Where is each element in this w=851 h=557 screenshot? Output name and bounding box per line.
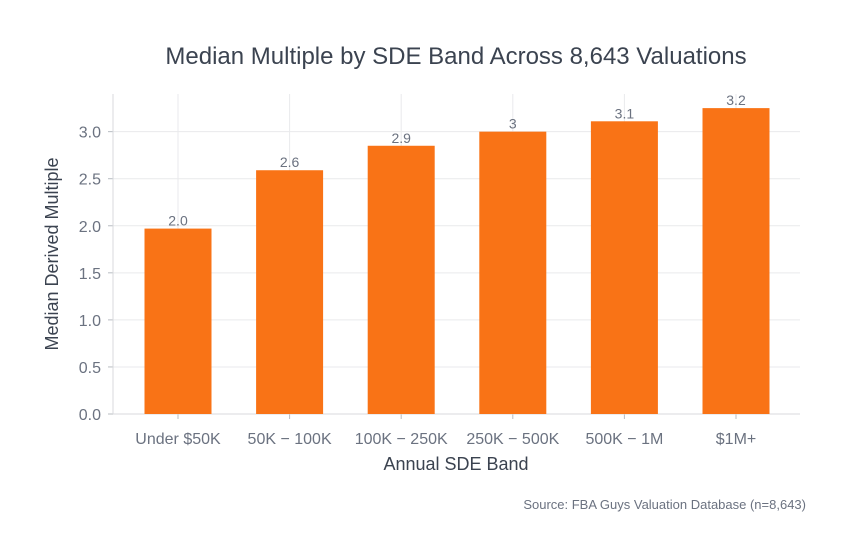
y-tick-labels: 0.0 0.5 1.0 1.5 2.0 2.5 3.0 (79, 125, 101, 424)
bar-data-label: 2.6 (280, 154, 300, 170)
x-tick-label: 500K − 1M (585, 431, 663, 448)
y-axis-label: Median Derived Multiple (42, 157, 62, 350)
x-tick-labels: Under $50K 50K − 100K 100K − 250K 250K − 50… (135, 431, 756, 448)
bar (479, 131, 547, 414)
axes (108, 94, 800, 419)
y-tick-label: 1.0 (79, 313, 101, 330)
bar (590, 121, 658, 414)
y-tick-label: 2.0 (79, 219, 101, 236)
chart-title: Median Multiple by SDE Band Across 8,643… (165, 43, 746, 70)
bar-data-labels: 2.0 2.6 2.9 3 3.1 3.2 (168, 92, 746, 228)
x-tick-label: 50K − 100K (248, 431, 332, 448)
bar (256, 170, 324, 414)
bar (144, 228, 212, 414)
y-tick-label: 3.0 (79, 125, 101, 142)
grid (113, 94, 800, 414)
y-tick-label: 0.5 (79, 360, 101, 377)
bar-data-label: 3 (509, 116, 517, 132)
source-note: Source: FBA Guys Valuation Database (n=8… (523, 497, 806, 512)
bar-data-label: 2.9 (391, 130, 411, 146)
x-tick-label: $1M+ (716, 431, 756, 448)
y-tick-label: 0.0 (79, 407, 101, 424)
bars (144, 108, 770, 414)
bar (702, 108, 770, 414)
bar-data-label: 3.1 (615, 105, 635, 121)
x-tick-label: 250K − 500K (466, 431, 559, 448)
y-tick-label: 1.5 (79, 266, 101, 283)
y-tick-label: 2.5 (79, 172, 101, 189)
bar (367, 145, 435, 414)
bar-data-label: 2.0 (168, 213, 188, 229)
bar-data-label: 3.2 (726, 92, 746, 108)
x-tick-label: 100K − 250K (355, 431, 448, 448)
x-tick-label: Under $50K (135, 431, 221, 448)
x-axis-label: Annual SDE Band (383, 454, 528, 474)
